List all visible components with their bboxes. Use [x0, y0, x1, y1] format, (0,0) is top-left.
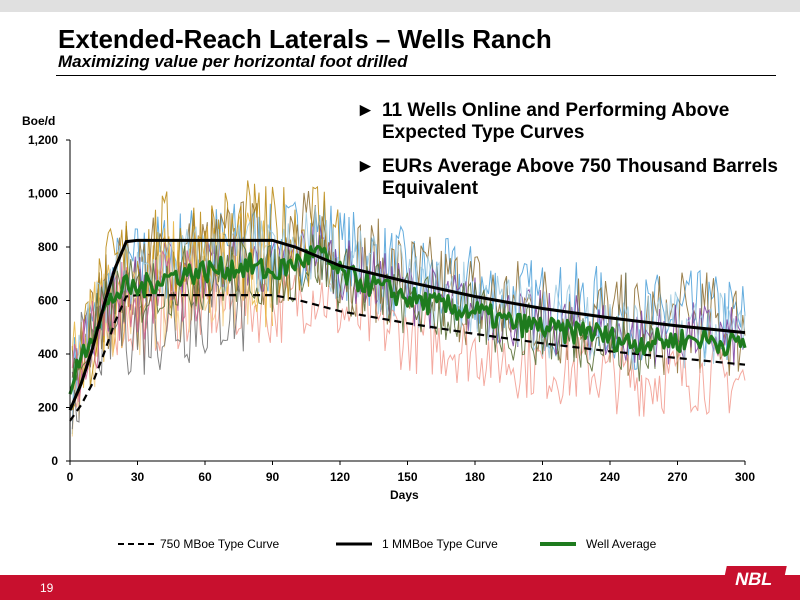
y-tick-label: 400	[38, 347, 58, 361]
bullet-2-text: EURs Average Above 750 Thousand Barrels …	[382, 156, 778, 199]
legend-item-1mm: 1 MMBoe Type Curve	[336, 534, 498, 554]
x-tick-label: 0	[67, 470, 74, 484]
x-tick-label: 210	[532, 470, 552, 484]
series-line-1mm-type-curve	[68, 238, 746, 411]
y-tick-label: 1,200	[28, 133, 58, 147]
series-line-750-type-curve	[69, 294, 746, 422]
page-number: 19	[40, 581, 54, 595]
bullet-arrow-icon: ►	[356, 100, 375, 121]
slide-title: Extended-Reach Laterals – Wells Ranch	[58, 24, 552, 54]
y-tick-label: 1,000	[28, 187, 58, 201]
bullet-1: ► 11 Wells Online and Performing Above E…	[356, 100, 786, 144]
y-tick-label: 200	[38, 401, 58, 415]
individual-well-trace	[71, 234, 656, 382]
x-tick-label: 90	[266, 470, 280, 484]
legend-label-1mm: 1 MMBoe Type Curve	[382, 537, 498, 551]
x-tick-label: 150	[397, 470, 417, 484]
x-tick-label: 300	[735, 470, 755, 484]
individual-well-trace	[71, 249, 206, 403]
footer-bar	[0, 575, 800, 600]
x-tick-label: 30	[131, 470, 145, 484]
y-tick-label: 600	[38, 294, 58, 308]
x-tick-label: 180	[465, 470, 485, 484]
individual-well-trace	[71, 206, 746, 405]
bullet-list: ► 11 Wells Online and Performing Above E…	[356, 100, 786, 212]
individual-well-trace	[71, 264, 246, 430]
x-tick-label: 60	[198, 470, 212, 484]
x-tick-label: 120	[330, 470, 350, 484]
series-line-well-average	[68, 245, 747, 395]
x-tick-label: 270	[667, 470, 687, 484]
legend-label-750: 750 MBoe Type Curve	[160, 537, 280, 551]
y-tick-label: 800	[38, 240, 58, 254]
legend-green-line-icon	[540, 542, 576, 546]
slide-subtitle: Maximizing value per horizontal foot dri…	[58, 52, 408, 71]
legend-item-average: Well Average	[540, 534, 656, 554]
company-logo: NBL	[721, 566, 787, 592]
y-tick-label: 0	[51, 454, 58, 468]
individual-well-trace	[71, 180, 341, 411]
legend-dashed-line-icon	[118, 543, 154, 545]
legend-label-average: Well Average	[586, 537, 657, 551]
bullet-1-text: 11 Wells Online and Performing Above Exp…	[382, 100, 730, 143]
x-tick-label: 240	[600, 470, 620, 484]
bullet-arrow-icon: ►	[356, 156, 375, 177]
legend-item-750: 750 MBoe Type Curve	[118, 534, 279, 554]
title-divider	[56, 75, 776, 76]
legend-solid-line-icon	[336, 542, 372, 546]
x-axis-title: Days	[390, 488, 419, 502]
bullet-2: ► EURs Average Above 750 Thousand Barrel…	[356, 156, 786, 200]
top-bar	[0, 0, 800, 12]
y-axis-title: Boe/d	[22, 114, 56, 128]
